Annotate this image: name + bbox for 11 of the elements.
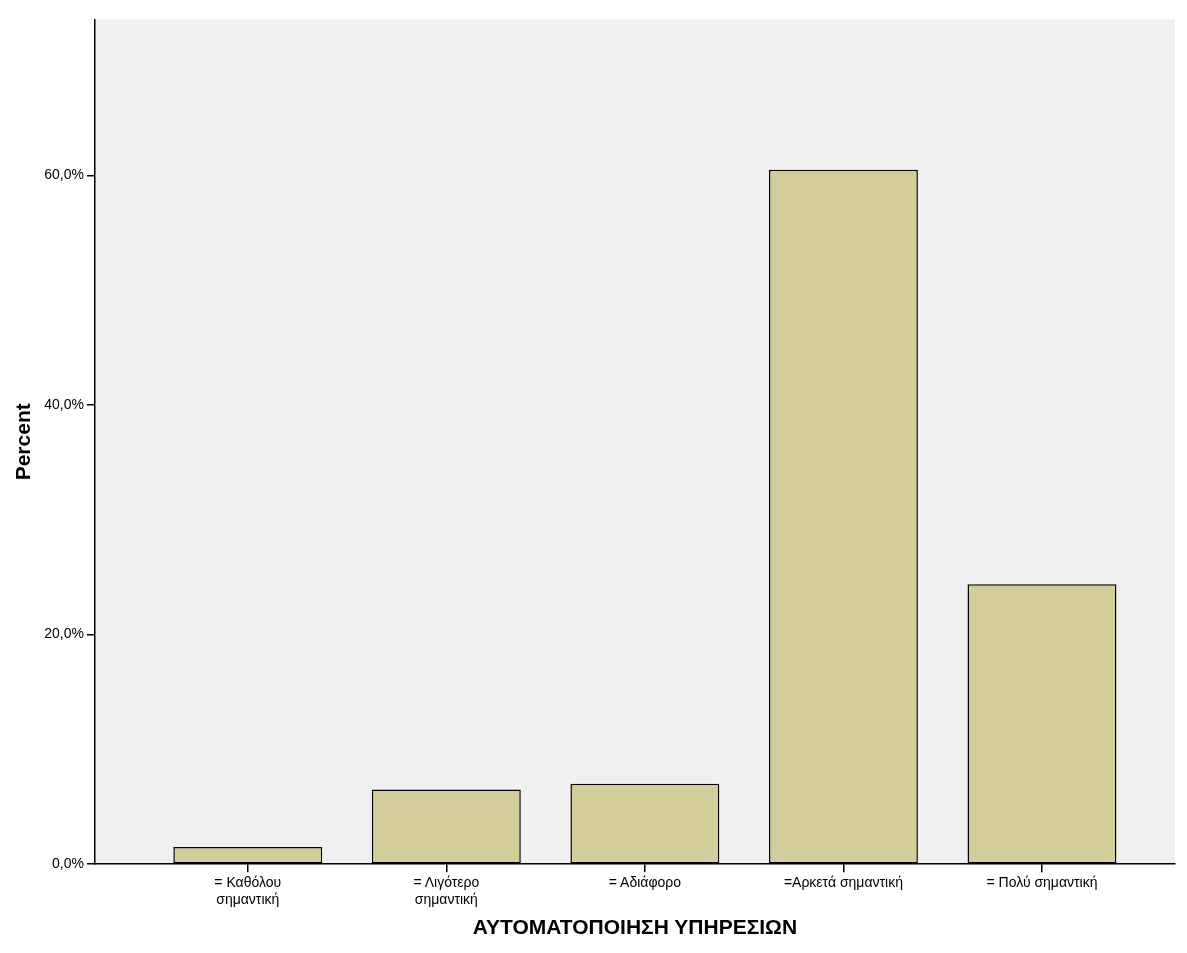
x-axis-title: ΑΥΤΟΜΑΤΟΠΟΙΗΣΗ ΥΠΗΡΕΣΙΩΝ bbox=[472, 915, 798, 939]
x-tick-label: = Αδιάφορο bbox=[608, 874, 682, 891]
x-tick-label: = Πολύ σημαντική bbox=[986, 874, 1098, 891]
y-tick-label: 40,0% bbox=[44, 395, 84, 412]
x-tick-label: = Λιγότερο σημαντική bbox=[413, 874, 480, 908]
y-axis-title: Percent bbox=[11, 403, 35, 481]
y-tick-label: 20,0% bbox=[44, 625, 84, 642]
x-tick-label: =Αρκετά σημαντική bbox=[783, 874, 903, 891]
y-tick-label: 0,0% bbox=[51, 855, 84, 872]
y-tick-label: 60,0% bbox=[44, 166, 84, 183]
x-tick-label: = Καθόλου σημαντική bbox=[214, 874, 282, 908]
